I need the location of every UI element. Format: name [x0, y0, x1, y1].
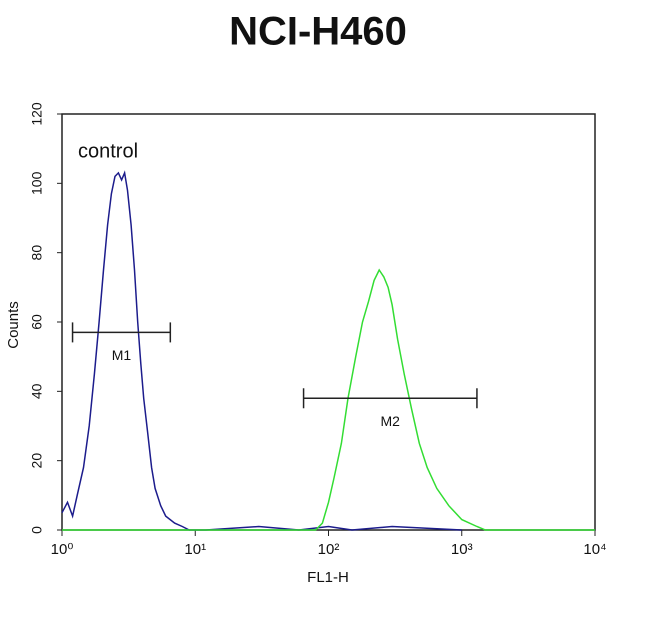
- histogram-line: [62, 268, 595, 531]
- x-tick-label: 10⁰: [51, 541, 74, 558]
- x-axis-label: FL1-H: [307, 569, 349, 586]
- x-tick-label: 10³: [451, 541, 473, 558]
- series-annotation: control: [78, 140, 138, 162]
- y-axis-label: Counts: [5, 301, 22, 349]
- marker-label: M2: [381, 413, 401, 429]
- y-tick-label: 100: [29, 171, 45, 195]
- marker-label: M1: [112, 347, 132, 363]
- y-tick-label: 40: [29, 383, 45, 399]
- x-tick-label: 10²: [318, 541, 340, 558]
- y-tick-label: 80: [29, 245, 45, 261]
- x-tick-label: 10⁴: [583, 541, 606, 558]
- x-tick-label: 10¹: [184, 541, 206, 558]
- y-tick-label: 120: [29, 102, 45, 126]
- y-tick-label: 60: [29, 314, 45, 330]
- chart-title: NCI-H460: [229, 10, 407, 54]
- plot-frame: [61, 113, 596, 531]
- y-tick-label: 0: [29, 526, 45, 534]
- y-tick-label: 20: [29, 453, 45, 469]
